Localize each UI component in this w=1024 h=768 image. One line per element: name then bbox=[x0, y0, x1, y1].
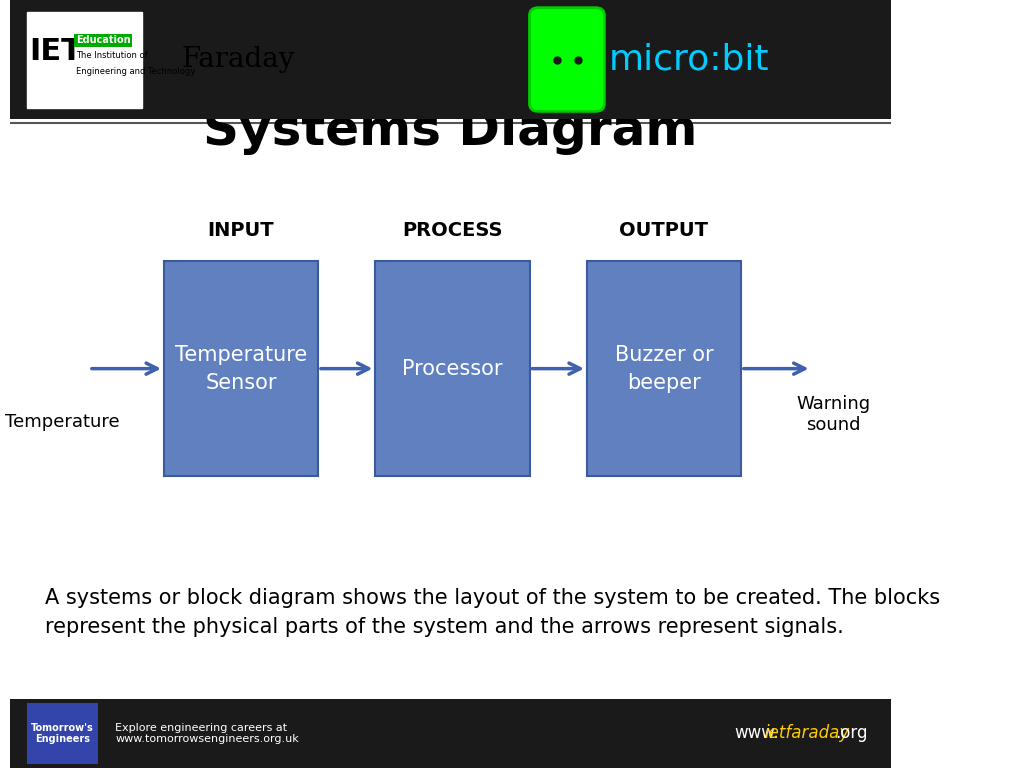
Text: Temperature
Sensor: Temperature Sensor bbox=[175, 345, 307, 392]
FancyBboxPatch shape bbox=[164, 261, 318, 476]
Text: micro:bit: micro:bit bbox=[609, 42, 769, 77]
Text: ietfaraday: ietfaraday bbox=[765, 724, 850, 743]
FancyBboxPatch shape bbox=[376, 261, 529, 476]
Text: Tomorrow's
Engineers: Tomorrow's Engineers bbox=[31, 723, 94, 744]
Bar bbox=[28, 12, 142, 108]
Text: OUTPUT: OUTPUT bbox=[620, 221, 709, 240]
Text: www.: www. bbox=[734, 724, 778, 743]
Bar bbox=[9, 0, 891, 119]
Text: .org: .org bbox=[836, 724, 867, 743]
FancyBboxPatch shape bbox=[529, 8, 604, 111]
Text: Systems Diagram: Systems Diagram bbox=[203, 107, 697, 154]
Text: PROCESS: PROCESS bbox=[402, 221, 503, 240]
FancyBboxPatch shape bbox=[587, 261, 741, 476]
Bar bbox=[9, 699, 891, 768]
Text: IET: IET bbox=[29, 38, 82, 66]
Text: Temperature: Temperature bbox=[5, 413, 120, 432]
Text: A systems or block diagram shows the layout of the system to be created. The blo: A systems or block diagram shows the lay… bbox=[45, 588, 940, 637]
Text: Explore engineering careers at
www.tomorrowsengineers.org.uk: Explore engineering careers at www.tomor… bbox=[116, 723, 299, 744]
Text: Education: Education bbox=[76, 35, 130, 45]
Text: Buzzer or
beeper: Buzzer or beeper bbox=[614, 345, 713, 392]
Text: Faraday: Faraday bbox=[181, 46, 295, 73]
Text: Processor: Processor bbox=[402, 359, 503, 379]
Text: Engineering and Technology: Engineering and Technology bbox=[76, 67, 195, 75]
FancyBboxPatch shape bbox=[28, 703, 98, 764]
Text: The Institution of: The Institution of bbox=[76, 51, 147, 60]
Text: Warning
sound: Warning sound bbox=[797, 396, 870, 434]
Text: INPUT: INPUT bbox=[208, 221, 274, 240]
